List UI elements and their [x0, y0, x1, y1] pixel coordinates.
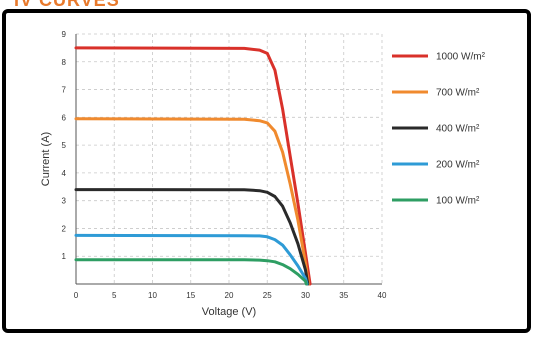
- page-title: IV CURVES: [14, 0, 120, 10]
- y-tick-label-3: 4: [62, 169, 67, 178]
- series-line-4: [74, 258, 308, 286]
- x-tick-label-0: 0: [74, 291, 79, 300]
- legend-label-4: 100 W/m²: [436, 196, 480, 207]
- x-tick-label-2: 10: [148, 291, 157, 300]
- legend-label-2: 400 W/m²: [436, 124, 480, 135]
- y-tick-label-6: 7: [62, 86, 67, 95]
- x-tick-label-1: 5: [112, 291, 117, 300]
- legend-label-3: 200 W/m²: [436, 160, 480, 171]
- y-tick-labels: 1 2 3 4 5 6 7 8 9: [62, 30, 67, 261]
- x-axis-label: Voltage (V): [202, 306, 256, 318]
- axes: [75, 34, 382, 285]
- y-axis-label: Current (A): [40, 132, 52, 186]
- series-lines: [74, 46, 312, 286]
- x-tick-labels: 0 5 10 15 20 25 30 35 40: [74, 291, 387, 300]
- y-tick-label-0: 1: [62, 252, 67, 261]
- series-line-3: [74, 233, 309, 286]
- y-tick-label-4: 5: [62, 141, 67, 150]
- chart-frame: [2, 9, 531, 333]
- y-tick-label-1: 2: [62, 224, 67, 233]
- legend-label-0: 1000 W/m²: [436, 52, 486, 63]
- x-tick-label-5: 25: [263, 291, 272, 300]
- y-tick-label-5: 6: [62, 113, 67, 122]
- series-line-0: [74, 46, 312, 286]
- legend: 1000 W/m² 700 W/m² 400 W/m² 200 W/m² 100 W/m…: [392, 52, 486, 207]
- series-line-1: [74, 117, 311, 286]
- x-tick-label-7: 35: [339, 291, 348, 300]
- x-tick-label-3: 15: [186, 291, 195, 300]
- x-tick-label-8: 40: [378, 291, 387, 300]
- x-tick-label-4: 20: [225, 291, 234, 300]
- series-line-2: [74, 188, 310, 286]
- x-tick-label-6: 30: [301, 291, 310, 300]
- y-tick-label-8: 9: [62, 30, 67, 39]
- y-tick-label-7: 8: [62, 58, 67, 67]
- legend-label-1: 700 W/m²: [436, 88, 480, 99]
- grid-lines: [75, 33, 383, 284]
- top-strip: IV CURVES: [0, 0, 539, 11]
- y-tick-label-2: 3: [62, 197, 67, 206]
